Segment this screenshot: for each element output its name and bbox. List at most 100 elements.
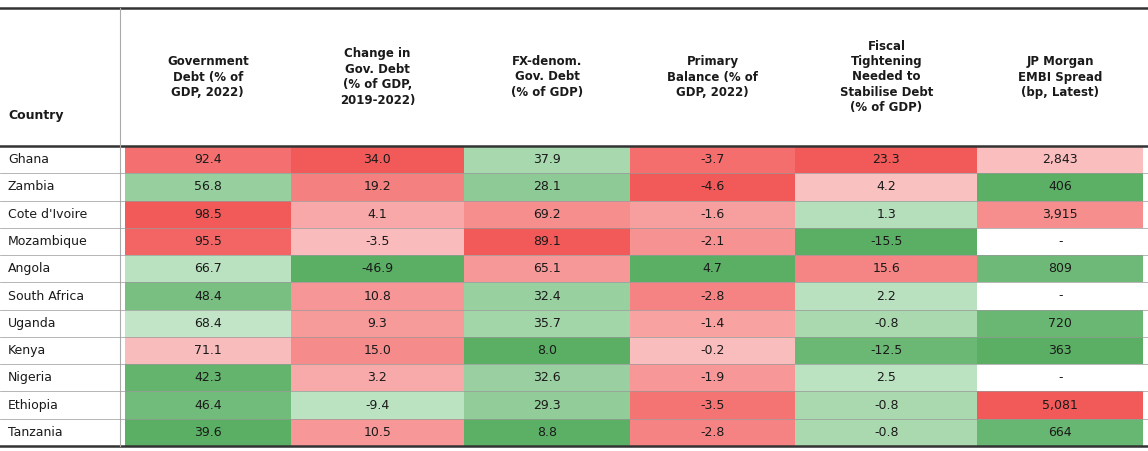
Text: 3,915: 3,915 <box>1042 207 1078 221</box>
Bar <box>796 310 977 337</box>
Bar <box>125 364 290 391</box>
Bar <box>796 255 977 282</box>
Text: 4.7: 4.7 <box>703 262 722 275</box>
Bar <box>464 173 630 201</box>
Text: -2.1: -2.1 <box>700 235 724 248</box>
Bar <box>464 282 630 310</box>
Bar <box>290 282 464 310</box>
Bar <box>290 201 464 228</box>
Text: Tanzania: Tanzania <box>8 426 63 439</box>
Bar <box>977 391 1143 419</box>
Text: 3.2: 3.2 <box>367 371 387 384</box>
Bar <box>796 201 977 228</box>
Text: 35.7: 35.7 <box>533 317 561 330</box>
Text: 19.2: 19.2 <box>364 180 391 193</box>
Text: 32.6: 32.6 <box>534 371 561 384</box>
Bar <box>125 255 290 282</box>
Bar <box>796 337 977 364</box>
Text: 15.0: 15.0 <box>364 344 391 357</box>
Bar <box>290 173 464 201</box>
Text: 34.0: 34.0 <box>364 153 391 166</box>
Bar <box>630 310 796 337</box>
Text: -: - <box>1058 290 1063 303</box>
Text: 42.3: 42.3 <box>194 371 222 384</box>
Text: 48.4: 48.4 <box>194 290 222 303</box>
Bar <box>290 419 464 446</box>
Text: -4.6: -4.6 <box>700 180 724 193</box>
Text: -: - <box>1058 235 1063 248</box>
Text: -3.5: -3.5 <box>700 399 724 412</box>
Text: 32.4: 32.4 <box>534 290 561 303</box>
Bar <box>796 228 977 255</box>
Text: 10.5: 10.5 <box>364 426 391 439</box>
Text: -0.8: -0.8 <box>874 426 899 439</box>
Text: 56.8: 56.8 <box>194 180 222 193</box>
Text: 66.7: 66.7 <box>194 262 222 275</box>
Text: Ghana: Ghana <box>8 153 49 166</box>
Text: 10.8: 10.8 <box>364 290 391 303</box>
Text: -9.4: -9.4 <box>365 399 389 412</box>
Text: 2.2: 2.2 <box>877 290 897 303</box>
Text: JP Morgan
EMBI Spread
(bp, Latest): JP Morgan EMBI Spread (bp, Latest) <box>1018 55 1102 99</box>
Text: 2.5: 2.5 <box>876 371 897 384</box>
Text: 39.6: 39.6 <box>194 426 222 439</box>
Bar <box>290 310 464 337</box>
Text: 720: 720 <box>1048 317 1072 330</box>
Text: FX-denom.
Gov. Debt
(% of GDP): FX-denom. Gov. Debt (% of GDP) <box>511 55 583 99</box>
Bar <box>464 419 630 446</box>
Text: Zambia: Zambia <box>8 180 55 193</box>
Bar <box>977 255 1143 282</box>
Text: 4.2: 4.2 <box>877 180 897 193</box>
Text: 809: 809 <box>1048 262 1072 275</box>
Text: Nigeria: Nigeria <box>8 371 53 384</box>
Text: -0.8: -0.8 <box>874 399 899 412</box>
Bar <box>290 337 464 364</box>
Text: 8.8: 8.8 <box>537 426 557 439</box>
Bar <box>630 201 796 228</box>
Bar <box>464 255 630 282</box>
Bar <box>796 173 977 201</box>
Bar <box>977 201 1143 228</box>
Bar <box>630 337 796 364</box>
Text: -1.4: -1.4 <box>700 317 724 330</box>
Bar <box>464 391 630 419</box>
Bar <box>977 173 1143 201</box>
Bar <box>290 255 464 282</box>
Bar <box>796 146 977 173</box>
Text: 664: 664 <box>1048 426 1072 439</box>
Text: 29.3: 29.3 <box>534 399 561 412</box>
Bar <box>125 228 290 255</box>
Text: Angola: Angola <box>8 262 52 275</box>
Bar <box>464 337 630 364</box>
Text: 65.1: 65.1 <box>533 262 561 275</box>
Bar <box>630 419 796 446</box>
Bar <box>290 228 464 255</box>
Bar <box>290 146 464 173</box>
Text: 71.1: 71.1 <box>194 344 222 357</box>
Text: -0.8: -0.8 <box>874 317 899 330</box>
Bar <box>977 310 1143 337</box>
Bar <box>464 364 630 391</box>
Bar <box>630 255 796 282</box>
Text: Cote d'Ivoire: Cote d'Ivoire <box>8 207 87 221</box>
Text: Primary
Balance (% of
GDP, 2022): Primary Balance (% of GDP, 2022) <box>667 55 758 99</box>
Bar <box>125 201 290 228</box>
Bar <box>464 146 630 173</box>
Text: South Africa: South Africa <box>8 290 84 303</box>
Bar <box>977 419 1143 446</box>
Bar <box>977 337 1143 364</box>
Text: Country: Country <box>8 109 63 122</box>
Text: 37.9: 37.9 <box>533 153 561 166</box>
Bar <box>464 228 630 255</box>
Bar <box>125 419 290 446</box>
Text: 4.1: 4.1 <box>367 207 387 221</box>
Text: -1.6: -1.6 <box>700 207 724 221</box>
Bar <box>630 282 796 310</box>
Bar <box>125 282 290 310</box>
Text: 95.5: 95.5 <box>194 235 222 248</box>
Bar <box>290 364 464 391</box>
Text: -: - <box>1058 371 1063 384</box>
Text: Ethiopia: Ethiopia <box>8 399 59 412</box>
Text: Kenya: Kenya <box>8 344 46 357</box>
Text: 68.4: 68.4 <box>194 317 222 330</box>
